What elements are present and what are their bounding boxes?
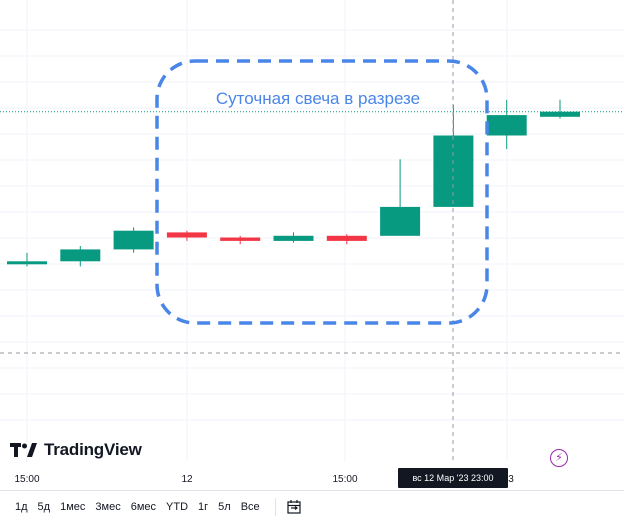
candle: [166, 230, 207, 241]
chart-grid: [0, 0, 624, 462]
candle: [380, 159, 421, 236]
candle: [273, 232, 314, 243]
candle: [220, 235, 261, 245]
range-button-3m[interactable]: 3мес: [95, 501, 121, 513]
range-button-5d[interactable]: 5д: [37, 501, 51, 513]
candle-body: [540, 111, 580, 117]
candles: [7, 99, 580, 267]
price-chart[interactable]: Суточная свеча в разрезе: [0, 0, 624, 462]
time-tick-label: 12: [181, 474, 193, 485]
range-button-6m[interactable]: 6мес: [130, 501, 157, 513]
range-button-all[interactable]: Все: [240, 501, 260, 513]
time-tick-label: 15:00: [332, 474, 358, 485]
candle: [326, 234, 367, 245]
annotation-text[interactable]: Суточная свеча в разрезе: [216, 89, 420, 108]
time-tick-label: 15:00: [14, 474, 40, 485]
tradingview-logo[interactable]: TradingView: [10, 440, 142, 460]
candle-body: [220, 237, 261, 241]
tradingview-logo-icon: [10, 443, 37, 457]
candle-body: [380, 206, 421, 236]
range-button-1m[interactable]: 1мес: [60, 501, 86, 513]
time-axis[interactable]: 15:00 12 15:00 3 вс 12 Мар '23 23:00: [0, 462, 624, 490]
brand-name: TradingView: [44, 440, 142, 459]
range-button-5y[interactable]: 5л: [218, 501, 231, 513]
range-button-1d[interactable]: 1д: [15, 501, 28, 513]
bottom-toolbar: 1д 5д 1мес 3мес 6мес YTD 1г 5л Все: [0, 490, 624, 523]
range-button-1y[interactable]: 1г: [198, 501, 209, 513]
candle-body: [486, 115, 527, 136]
toolbar-divider: [274, 498, 276, 516]
candle: [540, 99, 580, 119]
crosshair-time-label: вс 12 Мар '23 23:00: [398, 468, 508, 488]
candle-body: [166, 232, 207, 238]
candle: [60, 246, 101, 267]
candle-body: [273, 235, 314, 241]
candle-body: [60, 249, 101, 262]
candle-body: [326, 235, 367, 241]
range-button-ytd[interactable]: YTD: [166, 501, 189, 513]
chart-area[interactable]: Суточная свеча в разрезе TradingView ⚡: [0, 0, 624, 467]
time-tick-label: 3: [508, 474, 514, 485]
lightning-icon[interactable]: ⚡: [550, 449, 568, 467]
candle: [486, 99, 527, 150]
candle-body: [113, 230, 154, 250]
calendar-goto-icon[interactable]: [286, 499, 302, 515]
candle: [7, 252, 47, 267]
candle-body: [7, 261, 47, 265]
candle: [113, 227, 154, 253]
annotation-frame[interactable]: [155, 59, 489, 325]
